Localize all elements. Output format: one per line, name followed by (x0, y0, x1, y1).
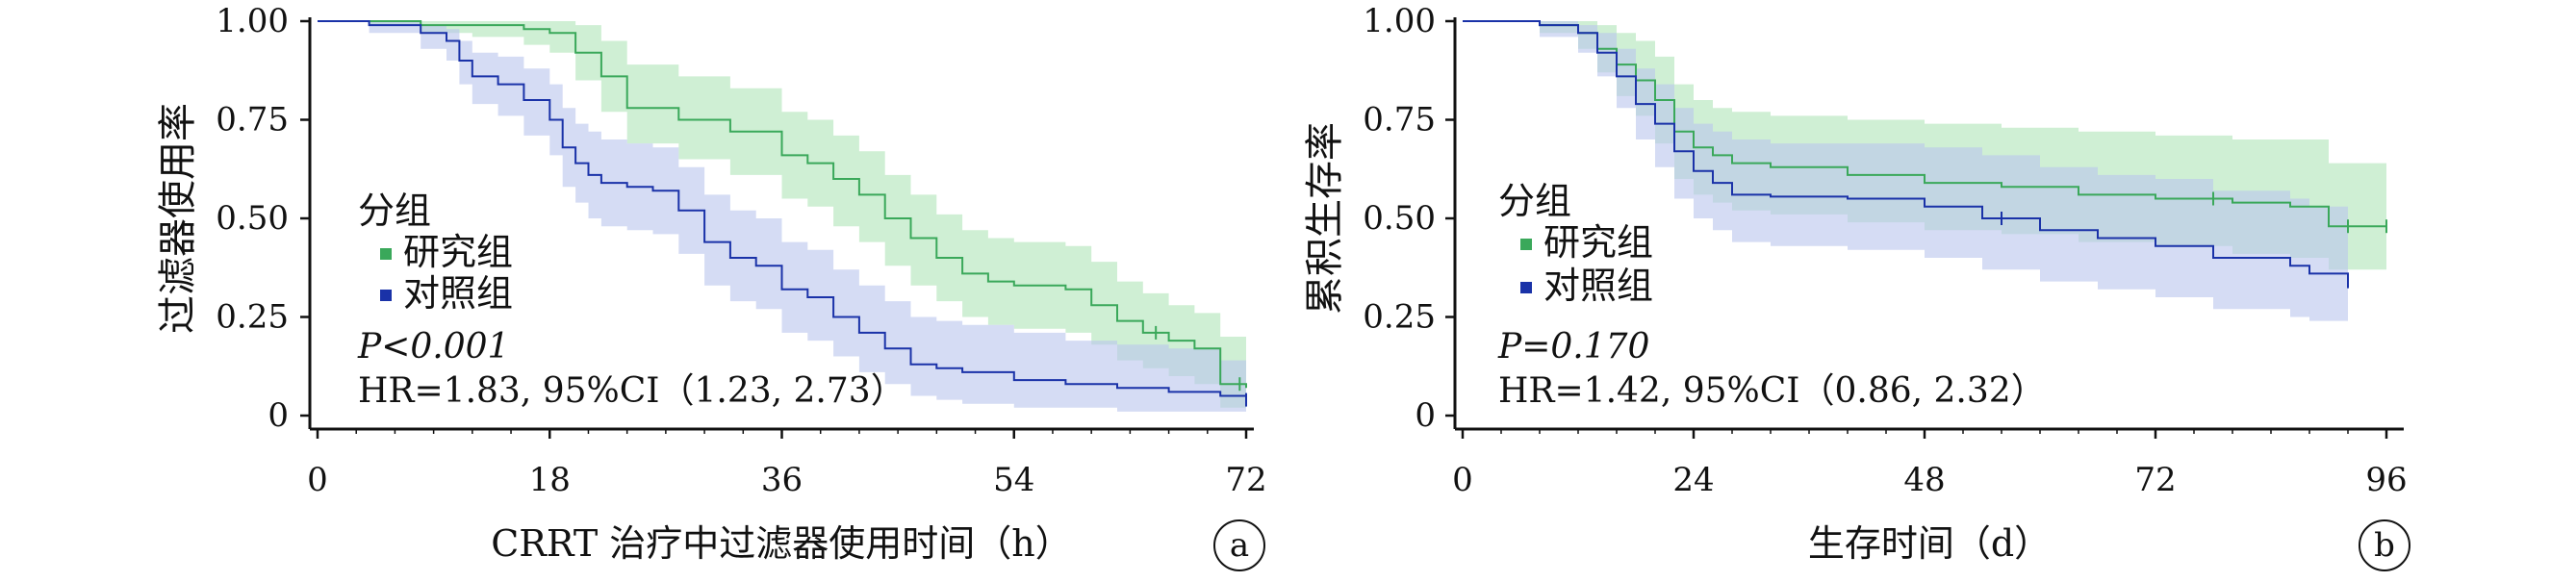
y-axis-title: 累积生存率 (1303, 122, 1347, 315)
legend-swatch-1 (1520, 282, 1532, 293)
x-tick-label: 96 (2365, 461, 2407, 499)
y-tick-label: 0 (1415, 396, 1436, 435)
survival-line-1 (318, 20, 1247, 400)
x-tick-label: 48 (1903, 461, 1945, 499)
x-tick-label: 0 (307, 461, 328, 499)
stat-hazard-ratio: HR=1.83, 95%CI（1.23, 2.73） (358, 371, 905, 411)
survival-line-0 (318, 20, 1247, 389)
ci-band-1 (1463, 21, 2348, 325)
y-tick-label: 0.25 (1363, 298, 1436, 337)
legend-label-0: 研究组 (1543, 221, 1653, 264)
x-tick-label: 36 (761, 461, 803, 499)
panel-b: 0 24 48 72 96 0 0.25 0.50 0.75 1.00 生存时间（d） 累积生存率 分组… (1303, 2, 2410, 571)
panel-label-circle (2359, 519, 2410, 571)
x-tick-label: 54 (993, 461, 1034, 499)
x-axis-title: CRRT 治疗中过滤器使用时间（h） (491, 522, 1072, 565)
y-tick-label: 0.25 (216, 298, 289, 337)
stat-hazard-ratio: HR=1.42, 95%CI（0.86, 2.32） (1498, 371, 2046, 411)
y-tick-label: 0 (268, 396, 289, 435)
stat-p-value: P<0.001 (357, 327, 509, 367)
ci-band-0 (318, 21, 1246, 408)
y-axis-title: 过滤器使用率 (156, 103, 200, 334)
legend-swatch-1 (380, 290, 392, 301)
legend-label-1: 对照组 (1543, 265, 1653, 307)
panel-label-circle (1213, 519, 1265, 571)
x-tick-label: 72 (2134, 461, 2176, 499)
x-tick-label: 24 (1672, 461, 1714, 499)
legend-label-1: 对照组 (403, 272, 513, 315)
panel-label: a (1230, 526, 1249, 565)
legend-swatch-0 (380, 248, 392, 260)
x-tick-label: 18 (529, 461, 571, 499)
x-tick-label: 72 (1225, 461, 1266, 499)
panel-label: b (2374, 526, 2395, 565)
y-tick-label: 0.50 (1363, 199, 1436, 238)
y-tick-label: 1.00 (216, 2, 289, 40)
y-tick-label: 1.00 (1363, 2, 1436, 40)
x-tick-label: 0 (1452, 461, 1473, 499)
legend-label-0: 研究组 (403, 231, 513, 273)
y-tick-label: 0.75 (216, 101, 289, 139)
legend-title: 分组 (358, 190, 431, 232)
y-tick-label: 0.75 (1363, 101, 1436, 139)
stat-p-value: P=0.170 (1497, 327, 1649, 367)
survival-line-1 (1463, 20, 2349, 282)
survival-line-0 (1463, 20, 2386, 228)
panel-a: 0 18 36 54 72 0 0.25 0.50 0.75 1.00 CRRT 治疗中过滤器使用时… (156, 2, 1267, 571)
legend-swatch-0 (1520, 239, 1532, 250)
x-axis-title: 生存时间（d） (1808, 522, 2051, 565)
legend-title: 分组 (1498, 180, 1571, 222)
y-tick-label: 0.50 (216, 199, 289, 238)
